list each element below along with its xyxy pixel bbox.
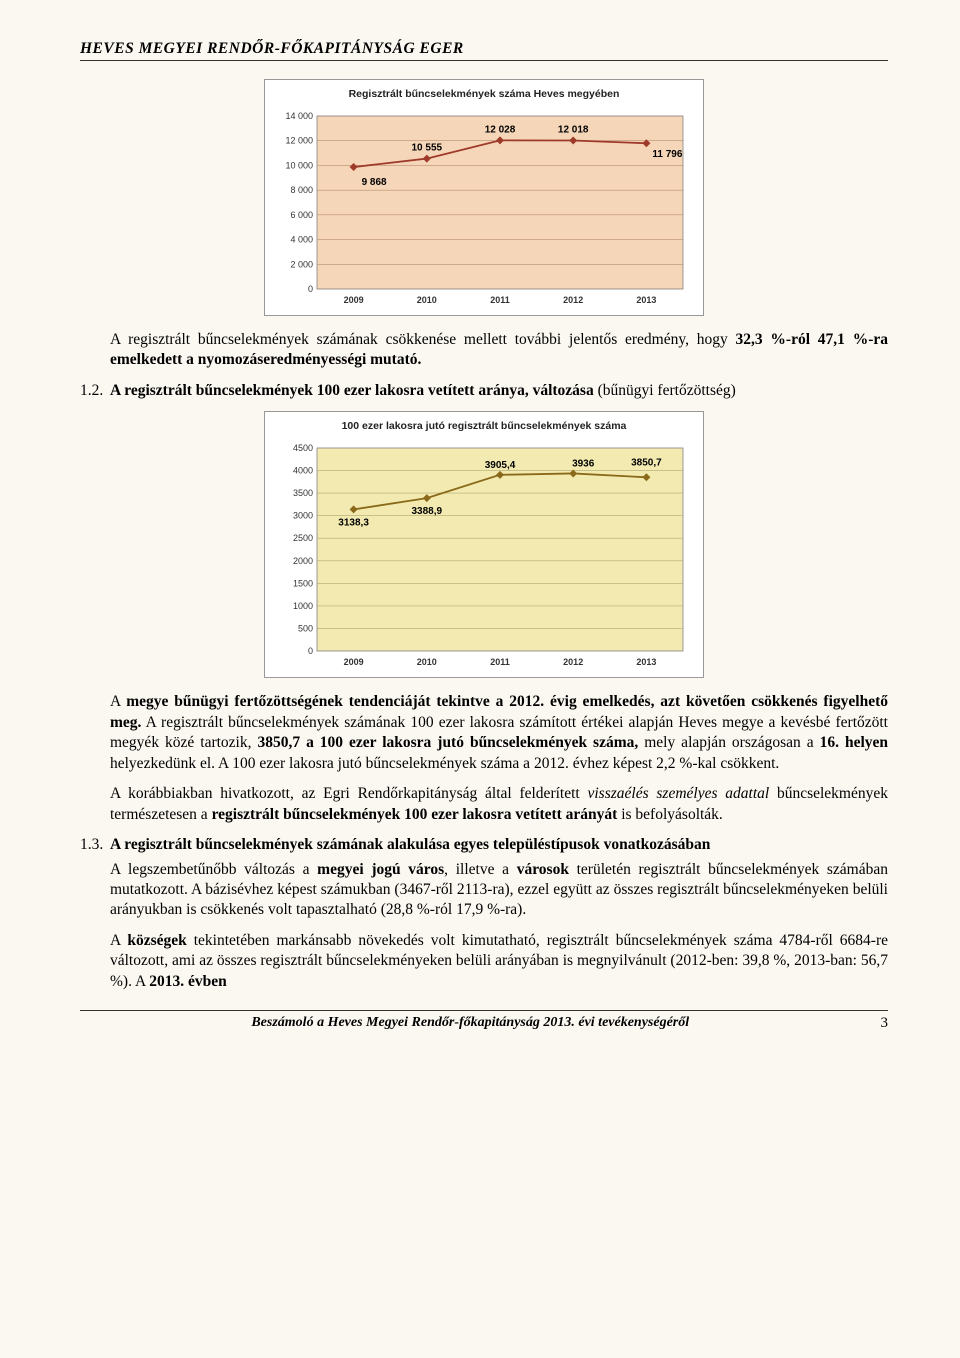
page: HEVES MEGYEI RENDŐR-FŐKAPITÁNYSÁG EGER R… (0, 0, 960, 1358)
chart1-box: Regisztrált bűncselekmények száma Heves … (264, 79, 704, 316)
sec13-p2: A községek tekintetében markánsabb növek… (110, 931, 888, 992)
svg-text:2013: 2013 (636, 295, 656, 305)
svg-text:1000: 1000 (293, 601, 313, 611)
svg-text:0: 0 (308, 284, 313, 294)
svg-text:10 555: 10 555 (412, 143, 443, 154)
svg-text:3936: 3936 (572, 459, 595, 470)
chart1-title: Regisztrált bűncselekmények száma Heves … (275, 88, 693, 100)
page-number: 3 (881, 1015, 889, 1032)
sec12-heading: 1.2.A regisztrált bűncselekmények 100 ez… (80, 381, 888, 401)
sec13-num: 1.3. (80, 835, 110, 855)
svg-text:3138,3: 3138,3 (338, 518, 369, 529)
svg-text:3388,9: 3388,9 (412, 506, 443, 517)
para-after-chart2-b: A korábbiakban hivatkozott, az Egri Rend… (110, 784, 888, 825)
svg-text:2012: 2012 (563, 295, 583, 305)
footer: Beszámoló a Heves Megyei Rendőr-főkapitá… (80, 1010, 888, 1032)
chart2-svg: 0 500 1000 1500 2000 2500 3000 3500 4000 4500 3138… (275, 438, 693, 673)
svg-text:2009: 2009 (344, 295, 364, 305)
svg-text:4000: 4000 (293, 466, 313, 476)
chart2-title: 100 ezer lakosra jutó regisztrált bűncse… (275, 420, 693, 432)
svg-text:11 796: 11 796 (652, 149, 682, 160)
svg-text:12 018: 12 018 (558, 124, 589, 135)
para-after-chart1: A regisztrált bűncselekmények számának c… (110, 330, 888, 371)
sec13-p1: A legszembetűnőbb változás a megyei jogú… (110, 860, 888, 921)
svg-text:3905,4: 3905,4 (485, 460, 516, 471)
chart1-svg: 0 2 000 4 000 6 000 8 000 10 000 12 000 14 000 9… (275, 106, 693, 311)
svg-text:10 000: 10 000 (285, 160, 313, 170)
svg-text:9 868: 9 868 (362, 177, 387, 188)
para-after-chart2-a: A megye bűnügyi fertőzöttségének tendenc… (110, 692, 888, 774)
svg-text:2500: 2500 (293, 534, 313, 544)
svg-text:3000: 3000 (293, 511, 313, 521)
footer-text: Beszámoló a Heves Megyei Rendőr-főkapitá… (80, 1015, 861, 1032)
svg-text:0: 0 (308, 646, 313, 656)
svg-text:3850,7: 3850,7 (631, 458, 662, 469)
sec12-num: 1.2. (80, 381, 110, 401)
chart2-box: 100 ezer lakosra jutó regisztrált bűncse… (264, 411, 704, 678)
svg-text:1500: 1500 (293, 579, 313, 589)
svg-text:12 028: 12 028 (485, 124, 516, 135)
svg-text:2 000: 2 000 (290, 259, 313, 269)
svg-text:2009: 2009 (344, 657, 364, 667)
sec13-heading: 1.3.A regisztrált bűncselekmények számán… (80, 835, 888, 855)
svg-text:4500: 4500 (293, 443, 313, 453)
svg-text:2000: 2000 (293, 556, 313, 566)
svg-text:8 000: 8 000 (290, 185, 313, 195)
svg-text:4 000: 4 000 (290, 235, 313, 245)
page-header: HEVES MEGYEI RENDŐR-FŐKAPITÁNYSÁG EGER (80, 40, 888, 61)
svg-text:2010: 2010 (417, 295, 437, 305)
svg-text:2010: 2010 (417, 657, 437, 667)
svg-text:6 000: 6 000 (290, 210, 313, 220)
svg-text:14 000: 14 000 (285, 111, 313, 121)
svg-text:2012: 2012 (563, 657, 583, 667)
svg-text:12 000: 12 000 (285, 136, 313, 146)
svg-text:2011: 2011 (490, 657, 510, 667)
svg-text:2011: 2011 (490, 295, 510, 305)
svg-text:3500: 3500 (293, 488, 313, 498)
svg-text:2013: 2013 (636, 657, 656, 667)
svg-text:500: 500 (298, 624, 313, 634)
